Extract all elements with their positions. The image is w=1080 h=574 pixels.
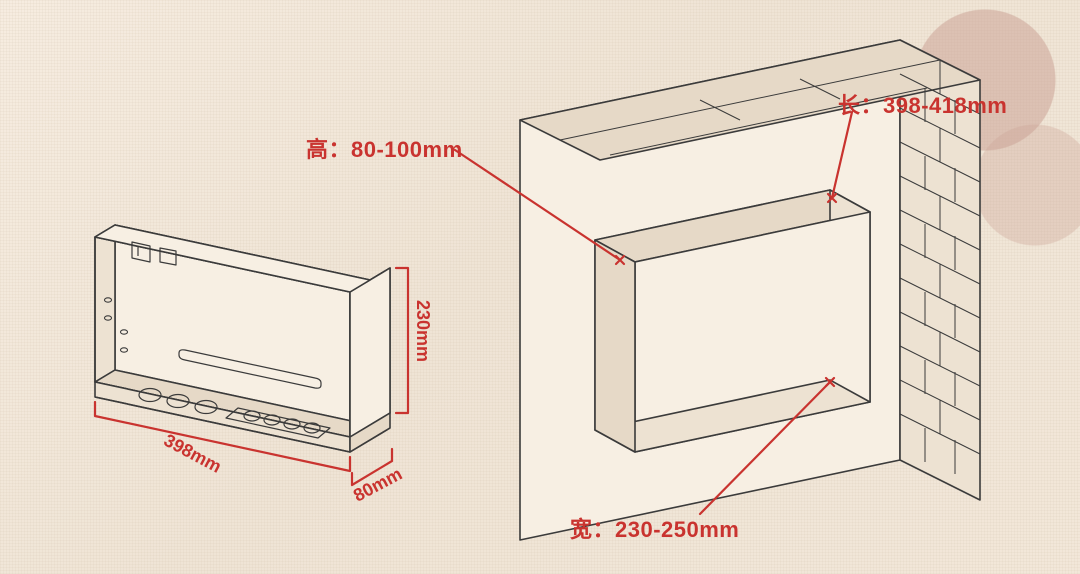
dim-box-height: 230mm xyxy=(412,300,433,362)
enclosure-box xyxy=(95,225,390,452)
label-height: 高：80-100mm xyxy=(306,132,463,164)
diagram-scene xyxy=(0,0,1080,574)
label-width: 宽：230-250mm xyxy=(570,512,739,544)
label-length: 长：398-418mm xyxy=(838,88,1007,120)
